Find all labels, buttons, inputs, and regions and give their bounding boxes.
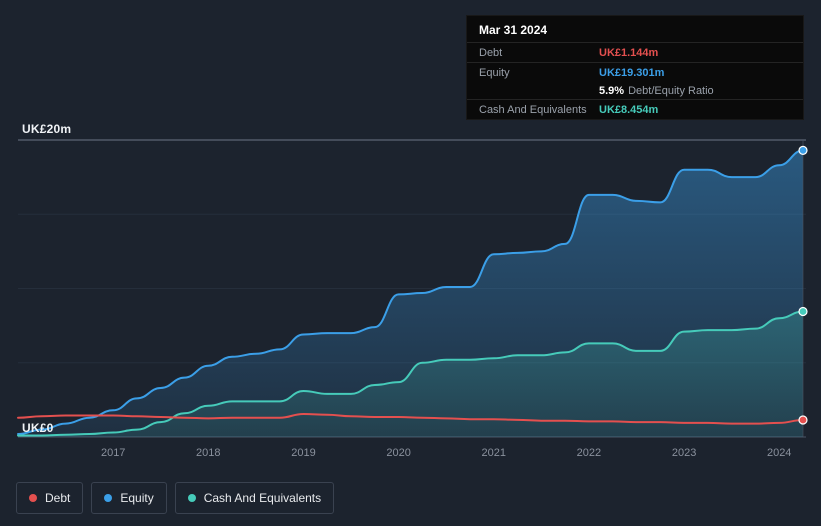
y-axis-label-bottom: UK£0 [22,421,54,435]
debt-line [17,412,804,425]
tooltip-ratio-text: 5.9% Debt/Equity Ratio [599,85,714,97]
y-axis-label-top: UK£20m [22,122,72,136]
x-tick-2018: 2018 [196,447,220,459]
legend-dot [187,494,196,502]
tooltip-equity-row: Equity UK£19.301m [467,62,803,82]
legend-item-equity[interactable]: Equity [91,482,167,514]
legend-label: Cash And Equivalents [203,491,322,505]
tooltip-equity-label: Equity [479,66,510,79]
x-tick-2019: 2019 [291,447,315,459]
cash-and-equivalents-end-marker[interactable] [798,306,808,317]
equity-line [17,149,804,435]
tooltip-debt-value: UK£1.144m [599,46,659,59]
tooltip-ratio-value: 5.9% [599,84,625,97]
legend-dot [29,494,37,502]
x-tick-2023: 2023 [672,447,696,459]
x-tick-2024: 2024 [767,447,791,459]
tooltip-ratio-label: Debt/Equity Ratio [628,84,714,97]
chart-legend: Debt Equity Cash And Equivalents [16,482,335,514]
x-tick-2022: 2022 [577,447,601,459]
tooltip-cash-value: UK£8.454m [599,103,659,116]
legend-item-debt[interactable]: Debt [16,482,84,514]
tooltip-equity-value: UK£19.301m [599,66,665,79]
legend-item-cash-and-equivalents[interactable]: Cash And Equivalents [174,482,335,514]
chart-tooltip: Mar 31 2024 Debt UK£1.144m Equity UK£19.… [466,15,804,120]
x-tick-2021: 2021 [482,447,506,459]
tooltip-ratio-row: 5.9% Debt/Equity Ratio [467,82,803,99]
tooltip-cash-row: Cash And Equivalents UK£8.454m [467,99,803,119]
tooltip-debt-label: Debt [479,46,503,59]
legend-label: Equity [120,491,154,505]
x-tick-2020: 2020 [386,447,410,459]
tooltip-date: Mar 31 2024 [479,23,548,37]
tooltip-cash-label: Cash And Equivalents [479,103,587,116]
cash-and-equivalents-line [17,310,804,437]
tooltip-debt-row: Debt UK£1.144m [467,42,803,62]
x-tick-2017: 2017 [101,447,125,459]
legend-dot [104,494,113,502]
debt-end-marker[interactable] [798,415,808,425]
equity-end-marker[interactable] [798,145,808,155]
legend-label: Debt [45,491,71,505]
